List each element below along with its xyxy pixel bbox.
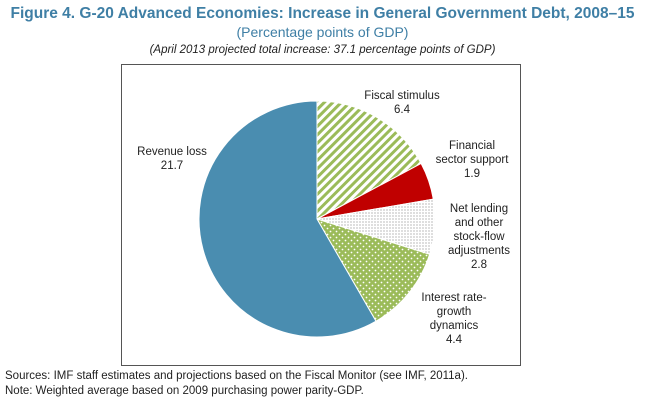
footnote-note: Note: Weighted average based on 2009 pur… (5, 385, 364, 397)
label-net-lending-line1: Net lending (449, 203, 509, 215)
pie-slice-interest-rate-growth-dynamics (315, 218, 431, 322)
pie-slice-fiscal-stimulus (316, 100, 422, 220)
footnote-sources: Sources: IMF staff estimates and project… (5, 370, 468, 382)
label-net-lending: Net lending and other stock-flow adjustm… (438, 202, 520, 272)
chart-title: Figure 4. G-20 Advanced Economies: Incre… (10, 5, 635, 22)
label-net-lending-value: 2.8 (471, 259, 487, 271)
label-fiscal-stimulus: Fiscal stimulus 6.4 (352, 89, 452, 117)
pie-chart (198, 100, 436, 338)
chart-subtitle: (Percentage points of GDP) (236, 24, 409, 40)
label-interest-growth-line1: Interest rate- (421, 292, 487, 304)
label-financial-sector-line2: sector support (435, 154, 509, 166)
label-net-lending-line3: stock-flow (453, 231, 505, 243)
label-interest-growth-value: 4.4 (446, 334, 462, 346)
chart-annotation: (April 2013 projected total increase: 37… (149, 44, 496, 56)
label-financial-sector: Financial sector support 1.9 (424, 139, 520, 181)
label-fiscal-stimulus-value: 6.4 (394, 104, 410, 116)
label-interest-growth-line2: growth (436, 306, 472, 318)
pie-slice-revenue-loss (198, 100, 377, 338)
label-revenue-loss-name: Revenue loss (137, 146, 207, 158)
label-financial-sector-value: 1.9 (464, 168, 480, 180)
label-interest-growth: Interest rate- growth dynamics 4.4 (406, 291, 502, 347)
label-net-lending-line4: adjustments (447, 245, 510, 257)
label-financial-sector-line1: Financial (448, 140, 496, 152)
label-interest-growth-line3: dynamics (429, 320, 479, 332)
label-revenue-loss-value: 21.7 (160, 160, 184, 172)
label-revenue-loss: Revenue loss 21.7 (124, 145, 220, 173)
chart-frame: Fiscal stimulus 6.4 Financial sector sup… (121, 64, 521, 366)
label-net-lending-line2: and other (454, 217, 504, 229)
label-fiscal-stimulus-name: Fiscal stimulus (364, 90, 440, 102)
